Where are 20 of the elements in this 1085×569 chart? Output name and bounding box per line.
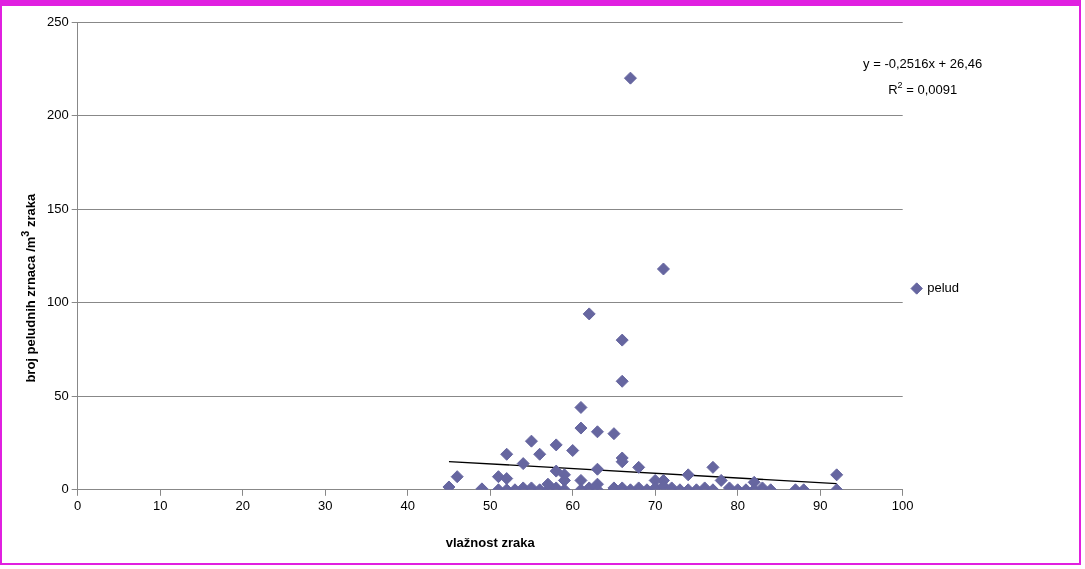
y-tick-label: 0: [61, 481, 69, 497]
x-tick-label: 50: [482, 498, 498, 514]
x-tick-label: 90: [812, 498, 828, 514]
x-tick-label: 10: [152, 498, 168, 514]
x-tick-label: 60: [565, 498, 580, 514]
y-tick-label: 50: [54, 387, 69, 403]
x-tick-label: 80: [730, 498, 745, 514]
y-tick-label: 100: [46, 294, 69, 310]
x-tick-label: 20: [235, 498, 250, 514]
legend-label: pelud: [927, 280, 959, 296]
x-axis-title: vlažnost zraka: [445, 534, 536, 550]
x-tick-label: 70: [647, 498, 663, 514]
y-tick-label: 150: [46, 200, 69, 216]
x-tick-label: 40: [400, 498, 415, 514]
x-tick-label: 0: [74, 498, 82, 514]
x-tick-label: 30: [317, 498, 333, 514]
annotation: y = -0,2516x + 26,46: [863, 56, 983, 71]
y-tick-label: 200: [46, 107, 69, 123]
x-tick-label: 100: [891, 498, 914, 514]
y-tick-label: 250: [46, 13, 69, 29]
